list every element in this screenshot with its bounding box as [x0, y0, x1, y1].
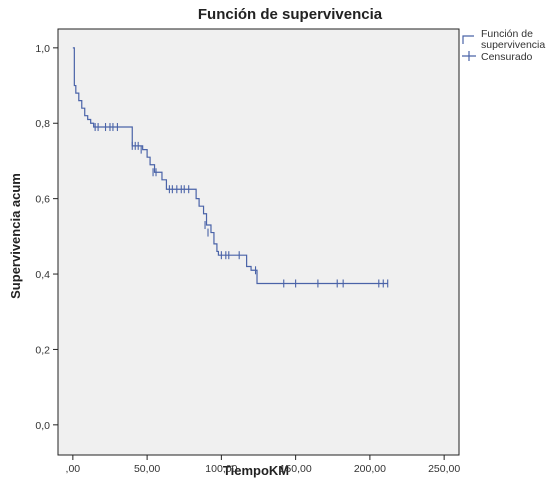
x-tick-label: 250,00	[428, 463, 460, 475]
x-tick-label: 200,00	[354, 463, 386, 475]
y-tick-label: 0,2	[35, 344, 50, 356]
survival-step-line	[72, 47, 388, 285]
legend-step-icon	[462, 35, 474, 44]
y-axis-label: Supervivencia acum	[8, 173, 23, 299]
y-tick-label: 0,4	[35, 269, 50, 281]
legend: Función de supervivencia Censurado	[462, 28, 545, 63]
x-axis-label: TiempoKM	[223, 463, 289, 478]
y-tick-label: 0,8	[35, 118, 50, 130]
y-tick-label: 1,0	[35, 43, 50, 55]
y-tick-label: 0,6	[35, 194, 50, 206]
x-tick-label: ,00	[66, 463, 81, 475]
x-tick-label: 150,00	[280, 463, 312, 475]
legend-censor-icon	[462, 51, 476, 61]
x-tick-label: 50,00	[134, 463, 160, 475]
axis-ticks: ,00 50,00 100,00 150,00 200,00 250,00 0,0 0,2 0,…	[35, 43, 460, 475]
x-tick-label: 100,00	[205, 463, 237, 475]
legend-label-survival: Función de supervivencia	[481, 28, 545, 51]
plot-background	[57, 28, 460, 456]
y-tick-label: 0,0	[35, 420, 50, 432]
series-layer	[72, 47, 389, 288]
chart-title: Función de supervivencia	[198, 6, 383, 23]
legend-label-censored: Censurado	[481, 51, 533, 63]
